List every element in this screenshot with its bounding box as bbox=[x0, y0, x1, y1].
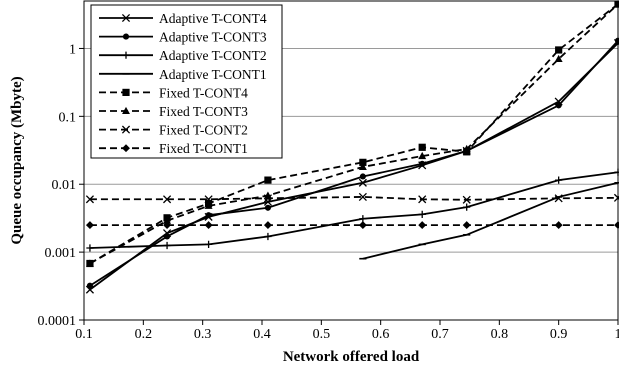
series-line bbox=[89, 3, 619, 265]
data-point bbox=[163, 221, 172, 230]
data-point bbox=[419, 160, 426, 167]
x-tick-label: 0.5 bbox=[313, 327, 331, 342]
x-axis-ticks: 0.1 0.2 0.3 0.4 0.5 0.6 0.7 0.8 0.9 1 bbox=[75, 320, 619, 342]
data-point bbox=[418, 221, 427, 230]
legend-label: Fixed T-CONT4 bbox=[159, 85, 248, 100]
x-tick-label: 0.3 bbox=[194, 327, 212, 342]
series-fixed-t-cont1 bbox=[85, 221, 619, 230]
series-fixed-t-cont2 bbox=[85, 192, 619, 204]
series-adaptive-t-cont2 bbox=[86, 168, 619, 252]
data-point bbox=[85, 195, 94, 204]
legend-item: Adaptive T-CONT2 bbox=[99, 48, 267, 63]
legend-marker bbox=[122, 144, 130, 153]
legend-label: Adaptive T-CONT1 bbox=[159, 67, 267, 82]
data-point bbox=[358, 221, 367, 230]
data-point bbox=[554, 221, 563, 230]
data-point bbox=[359, 173, 366, 180]
data-point bbox=[418, 151, 427, 160]
x-tick-label: 1 bbox=[615, 327, 619, 342]
x-tick-label: 0.6 bbox=[372, 327, 390, 342]
series-layer bbox=[85, 0, 619, 294]
legend-marker bbox=[121, 125, 131, 134]
x-tick-label: 0.4 bbox=[253, 327, 271, 342]
legend-marker bbox=[121, 13, 131, 23]
series-line bbox=[362, 181, 619, 260]
legend-marker bbox=[122, 51, 130, 59]
data-point bbox=[85, 259, 94, 267]
data-point bbox=[358, 178, 367, 187]
data-point bbox=[418, 195, 427, 204]
data-point bbox=[462, 221, 471, 230]
data-point bbox=[204, 195, 213, 204]
legend-item: Fixed T-CONT3 bbox=[99, 104, 248, 119]
data-point bbox=[205, 240, 213, 248]
legend: Adaptive T-CONT4 Adaptive T-CONT3 Adaptive… bbox=[90, 4, 283, 159]
series-line bbox=[89, 196, 619, 201]
data-point bbox=[85, 221, 94, 230]
data-point bbox=[263, 194, 272, 203]
x-tick-label: 0.2 bbox=[135, 327, 153, 342]
x-tick-label: 0.8 bbox=[491, 327, 509, 342]
legend-label: Fixed T-CONT3 bbox=[159, 104, 248, 119]
x-tick-label: 0.1 bbox=[75, 327, 93, 342]
data-point bbox=[418, 210, 426, 218]
data-point bbox=[264, 232, 272, 241]
data-point bbox=[163, 195, 172, 204]
data-point bbox=[86, 244, 94, 252]
legend-item: Adaptive T-CONT3 bbox=[99, 30, 267, 45]
plot-frame bbox=[83, 0, 619, 321]
data-point bbox=[358, 192, 367, 201]
data-point bbox=[462, 195, 471, 204]
data-point bbox=[263, 221, 272, 230]
data-point bbox=[555, 176, 563, 184]
data-point bbox=[359, 158, 367, 166]
legend-item: Adaptive T-CONT1 bbox=[99, 67, 267, 82]
series-adaptive-t-cont3 bbox=[86, 37, 619, 289]
x-tick-label: 0.7 bbox=[431, 327, 449, 342]
legend-item: Fixed T-CONT4 bbox=[99, 85, 248, 100]
data-point bbox=[418, 143, 426, 151]
legend-marker bbox=[122, 106, 130, 115]
data-point bbox=[463, 203, 471, 211]
data-point bbox=[163, 216, 172, 224]
data-point bbox=[554, 54, 563, 63]
series-adaptive-t-cont1 bbox=[359, 181, 619, 260]
data-point bbox=[264, 176, 272, 184]
data-point bbox=[462, 144, 471, 153]
x-axis-title: Network offered load bbox=[283, 349, 420, 365]
data-point bbox=[555, 46, 563, 54]
data-point bbox=[164, 233, 171, 240]
data-point bbox=[204, 201, 213, 209]
y-axis-ticks: 0.0001 0.001 0.01 0.1 1 bbox=[38, 42, 84, 329]
data-point bbox=[205, 212, 212, 219]
y-tick-label: 1 bbox=[69, 42, 76, 57]
data-point bbox=[163, 241, 171, 250]
y-tick-label: 0.01 bbox=[52, 178, 77, 193]
legend-label: Adaptive T-CONT4 bbox=[159, 11, 267, 26]
x-tick-label: 0.9 bbox=[550, 327, 568, 342]
y-tick-label: 0.001 bbox=[45, 246, 77, 261]
y-tick-label: 0.1 bbox=[59, 110, 77, 125]
data-point bbox=[358, 162, 367, 170]
legend-label: Fixed T-CONT2 bbox=[159, 123, 248, 138]
data-point bbox=[555, 102, 562, 109]
data-point bbox=[264, 204, 271, 211]
y-tick-label: 0.0001 bbox=[38, 314, 77, 329]
data-point bbox=[554, 194, 563, 203]
y-axis-title: Queue occupancy (Mbyte) bbox=[9, 76, 25, 244]
legend-marker bbox=[122, 88, 130, 96]
legend-label: Adaptive T-CONT3 bbox=[159, 30, 267, 45]
legend-marker bbox=[122, 33, 130, 40]
data-point bbox=[204, 221, 213, 230]
legend-item: Fixed T-CONT1 bbox=[99, 141, 248, 156]
legend-label: Adaptive T-CONT2 bbox=[159, 48, 267, 63]
data-point bbox=[86, 282, 93, 289]
legend-item: Fixed T-CONT2 bbox=[99, 123, 248, 138]
data-point bbox=[263, 197, 272, 206]
legend-item: Adaptive T-CONT4 bbox=[99, 11, 267, 26]
legend-label: Fixed T-CONT1 bbox=[159, 141, 248, 156]
